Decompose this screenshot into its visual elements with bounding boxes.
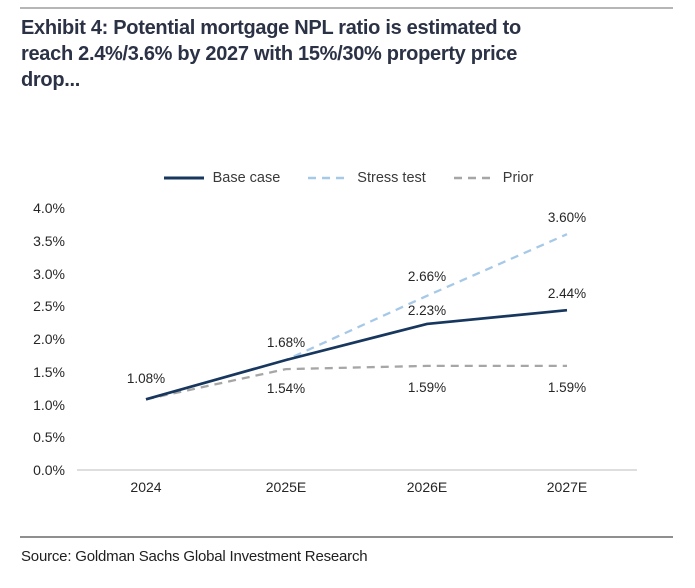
data-point-label-base-case-2024: 1.08% xyxy=(126,371,166,387)
y-axis-tick-label: 0.0% xyxy=(33,462,65,478)
title-line: drop... xyxy=(21,69,81,91)
y-axis-tick-label: 1.0% xyxy=(33,396,65,413)
data-point-label-prior-2026e: 1.59% xyxy=(407,379,447,395)
x-axis-tick-label: 2024 xyxy=(130,479,162,495)
y-axis-tick-label: 2.0% xyxy=(33,331,65,347)
legend-item-prior: Prior xyxy=(452,170,534,186)
source-note: Source: Goldman Sachs Global Investment … xyxy=(21,548,368,565)
data-point-label-base-case-2025e: 1.68% xyxy=(266,334,306,350)
footer-divider xyxy=(20,536,673,538)
legend-dashed-line-icon xyxy=(308,176,349,180)
title-line: reach 2.4%/3.6% by 2027 with 15%/30% pro… xyxy=(21,43,518,65)
y-axis-tick-label: 2.5% xyxy=(33,298,65,315)
legend-dashed-line-icon xyxy=(453,176,494,180)
data-point-label-stress-test-2027e: 3.60% xyxy=(547,210,587,226)
y-axis-tick-label: 3.5% xyxy=(33,232,65,249)
x-axis-tick-label: 2027E xyxy=(546,479,588,495)
data-point-label-base-case-2027e: 2.44% xyxy=(547,286,587,302)
plot-canvas xyxy=(77,233,637,471)
y-axis-tick-label: 3.0% xyxy=(33,265,65,282)
legend-label: Base case xyxy=(212,170,281,186)
data-point-label-prior-2027e: 1.59% xyxy=(547,379,587,395)
legend-label: Stress test xyxy=(357,170,426,186)
mortgage-npl-line-chart: 4.0% 3.5% 3.0% 2.5% 2.0% 1.5% 1.0% 0.5% 0.0% 2024… xyxy=(33,200,637,495)
x-axis-tick-label: 2026E xyxy=(406,479,448,495)
exhibit-title: Exhibit 4: Potential mortgage NPL ratio … xyxy=(21,15,521,93)
data-point-label-stress-test-2026e: 2.66% xyxy=(407,268,447,284)
legend-item-base-case: Base case xyxy=(162,170,281,186)
y-axis-tick-label: 1.5% xyxy=(33,363,65,380)
data-point-label-base-case-2026e: 2.23% xyxy=(407,302,447,318)
y-axis-tick-label: 0.5% xyxy=(33,429,65,446)
chart-legend: Base case Stress test Prior xyxy=(0,170,695,186)
legend-item-stress-test: Stress test xyxy=(306,170,426,186)
legend-label: Prior xyxy=(502,170,534,186)
y-axis-tick-label: 4.0% xyxy=(33,200,65,216)
series-line-prior xyxy=(145,364,567,401)
title-line: Exhibit 4: Potential mortgage NPL ratio … xyxy=(21,17,521,39)
top-divider xyxy=(20,7,673,9)
legend-solid-line-icon xyxy=(163,176,204,180)
series-line-base-case xyxy=(145,308,568,401)
x-axis-tick-label: 2025E xyxy=(265,479,307,495)
data-point-label-prior-2025e: 1.54% xyxy=(266,381,306,397)
